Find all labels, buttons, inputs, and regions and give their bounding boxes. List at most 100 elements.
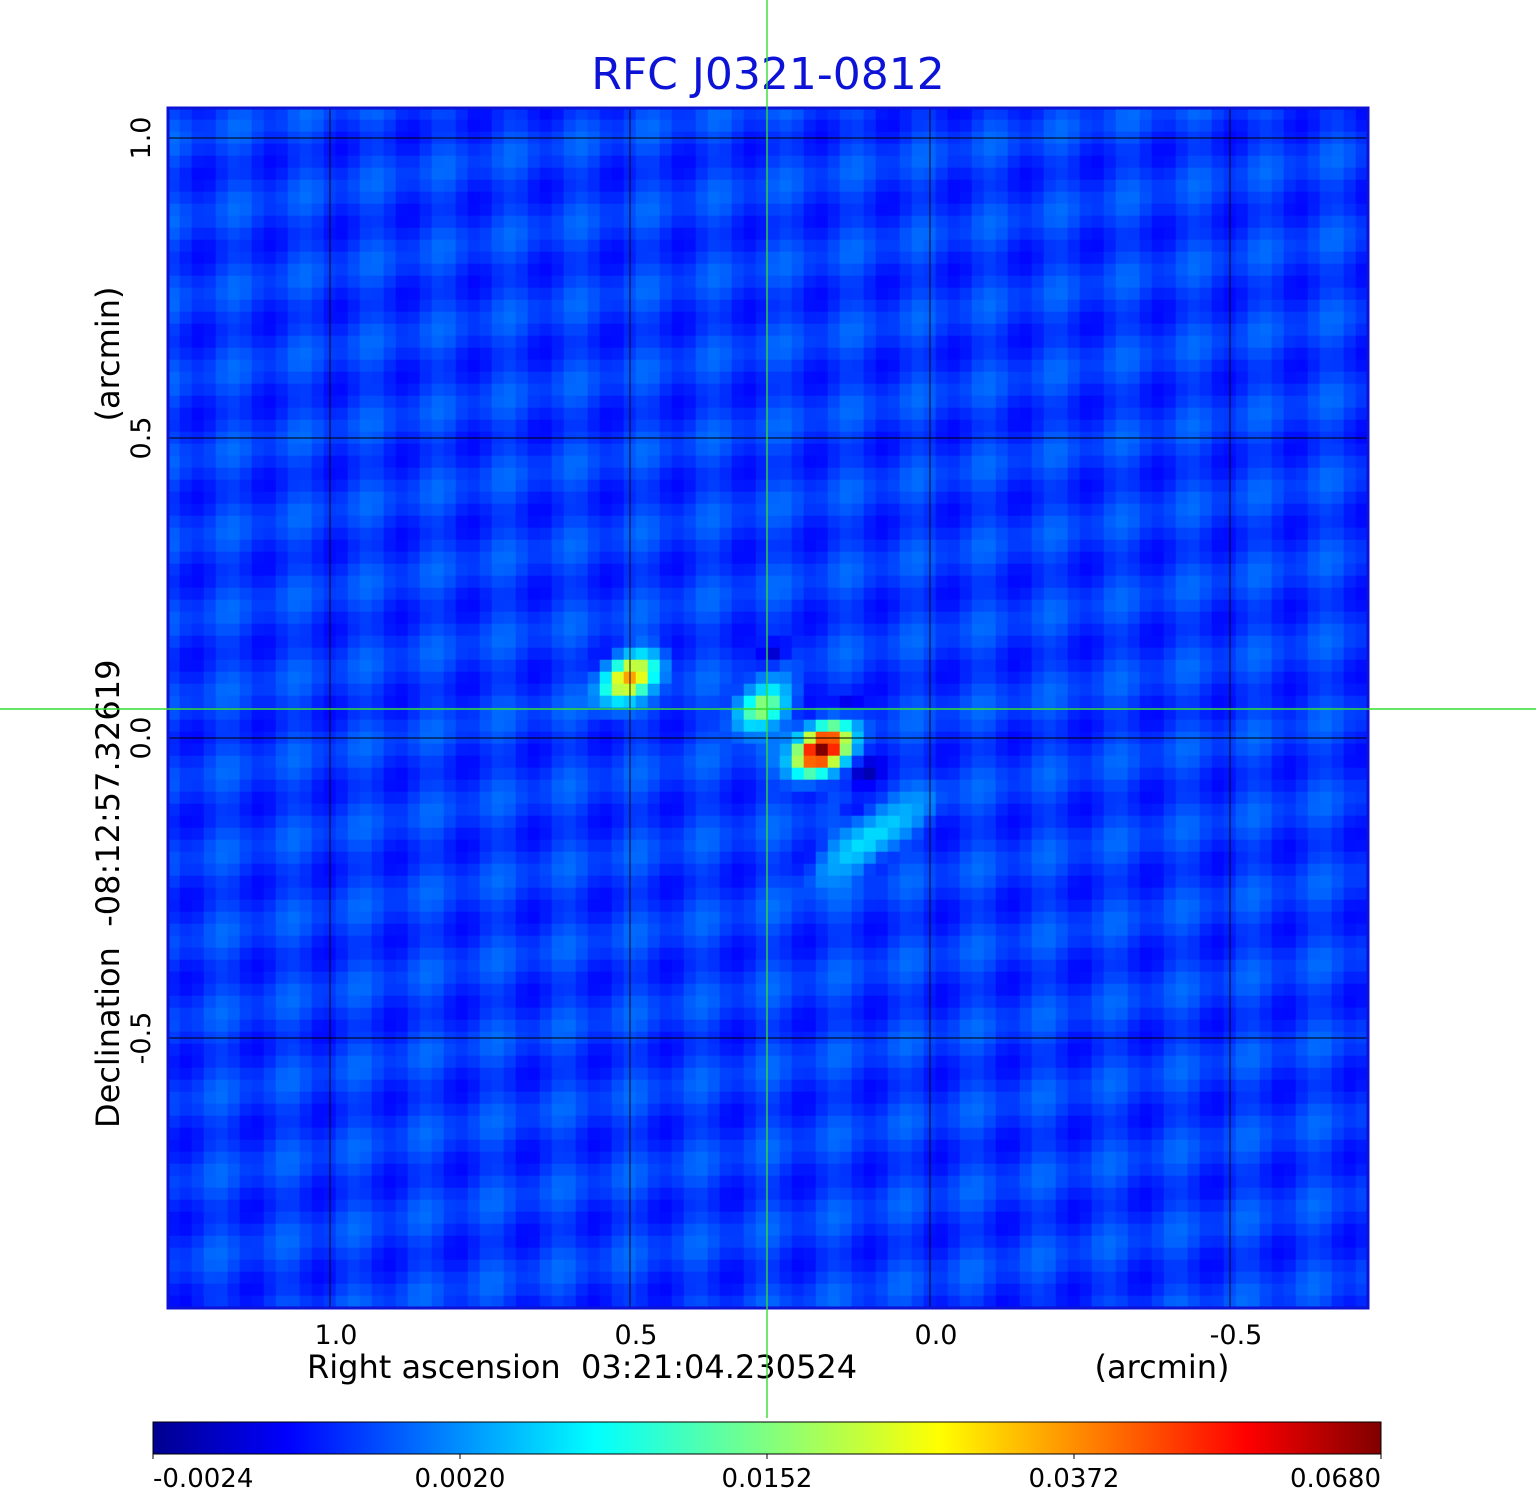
heatmap-cell	[851, 347, 865, 361]
heatmap-cell	[1055, 323, 1069, 337]
heatmap	[168, 108, 1368, 1308]
heatmap-cell	[995, 155, 1009, 169]
heatmap-cell	[827, 599, 841, 613]
heatmap-cell	[311, 371, 325, 385]
heatmap-cell	[1139, 623, 1153, 637]
heatmap-cell	[1295, 479, 1309, 493]
heatmap-cell	[875, 239, 889, 253]
heatmap-cell	[395, 539, 409, 553]
heatmap-cell	[647, 503, 661, 517]
heatmap-cell	[443, 287, 457, 301]
heatmap-cell	[1163, 527, 1177, 541]
heatmap-cell	[443, 671, 457, 685]
heatmap-cell	[839, 179, 853, 193]
heatmap-cell	[743, 335, 757, 349]
heatmap-cell	[803, 179, 817, 193]
heatmap-cell	[587, 359, 601, 373]
heatmap-cell	[695, 203, 709, 217]
heatmap-cell	[911, 635, 925, 649]
heatmap-cell	[563, 119, 577, 133]
heatmap-cell	[791, 203, 805, 217]
heatmap-cell	[227, 587, 241, 601]
heatmap-cell	[863, 347, 877, 361]
heatmap-cell	[263, 167, 277, 181]
heatmap-cell	[863, 251, 877, 265]
heatmap-cell	[1199, 695, 1213, 709]
heatmap-cell	[719, 239, 733, 253]
heatmap-cell	[299, 335, 313, 349]
heatmap-cell	[719, 108, 733, 121]
heatmap-cell	[1127, 323, 1141, 337]
heatmap-cell	[503, 539, 517, 553]
heatmap-cell	[635, 683, 649, 697]
heatmap-cell	[875, 575, 889, 589]
heatmap-cell	[1283, 575, 1297, 589]
heatmap-cell	[1055, 311, 1069, 325]
heatmap-cell	[719, 515, 733, 529]
heatmap-cell	[251, 227, 265, 241]
heatmap-cell	[1115, 239, 1129, 253]
heatmap-cell	[911, 647, 925, 661]
heatmap-cell	[791, 311, 805, 325]
heatmap-cell	[1259, 611, 1273, 625]
heatmap-cell	[1211, 215, 1225, 229]
heatmap-cell	[1331, 287, 1345, 301]
heatmap-cell	[1235, 599, 1249, 613]
heatmap-cell	[995, 371, 1009, 385]
heatmap-cell	[395, 455, 409, 469]
heatmap-cell	[791, 347, 805, 361]
heatmap-cell	[707, 467, 721, 481]
heatmap-cell	[1007, 299, 1021, 313]
heatmap-cell	[1091, 575, 1105, 589]
heatmap-cell	[347, 155, 361, 169]
heatmap-cell	[287, 311, 301, 325]
heatmap-cell	[839, 311, 853, 325]
heatmap-cell	[575, 491, 589, 505]
heatmap-cell	[551, 227, 565, 241]
heatmap-cell	[168, 299, 181, 313]
heatmap-cell	[827, 395, 841, 409]
heatmap-cell	[263, 611, 277, 625]
heatmap-cell	[815, 671, 829, 685]
heatmap-cell	[911, 359, 925, 373]
heatmap-cell	[635, 371, 649, 385]
heatmap-cell	[515, 383, 529, 397]
heatmap-cell	[1331, 467, 1345, 481]
heatmap-cell	[347, 299, 361, 313]
heatmap-cell	[851, 167, 865, 181]
heatmap-cell	[719, 371, 733, 385]
heatmap-cell	[1079, 599, 1093, 613]
heatmap-cell	[875, 599, 889, 613]
heatmap-cell	[1283, 695, 1297, 709]
heatmap-cell	[983, 227, 997, 241]
heatmap-cell	[383, 179, 397, 193]
heatmap-cell	[203, 227, 217, 241]
heatmap-cell	[239, 227, 253, 241]
heatmap-cell	[563, 491, 577, 505]
heatmap-cell	[803, 587, 817, 601]
heatmap-cell	[731, 575, 745, 589]
heatmap-cell	[263, 155, 277, 169]
heatmap-cell	[767, 359, 781, 373]
heatmap-cell	[251, 311, 265, 325]
heatmap-cell	[1211, 419, 1225, 433]
heatmap-cell	[239, 479, 253, 493]
heatmap-cell	[851, 383, 865, 397]
heatmap-cell	[527, 335, 541, 349]
heatmap-cell	[1151, 119, 1165, 133]
heatmap-cell	[1247, 395, 1261, 409]
heatmap-cell	[1151, 239, 1165, 253]
heatmap-cell	[539, 515, 553, 529]
heatmap-cell	[275, 443, 289, 457]
heatmap-cell	[527, 347, 541, 361]
heatmap-cell	[1115, 108, 1129, 121]
heatmap-cell	[479, 407, 493, 421]
heatmap-cell	[827, 119, 841, 133]
heatmap-cell	[947, 647, 961, 661]
heatmap-cell	[851, 455, 865, 469]
heatmap-cell	[179, 323, 193, 337]
heatmap-cell	[959, 299, 973, 313]
heatmap-cell	[803, 215, 817, 229]
heatmap-cell	[1175, 683, 1189, 697]
heatmap-cell	[383, 251, 397, 265]
